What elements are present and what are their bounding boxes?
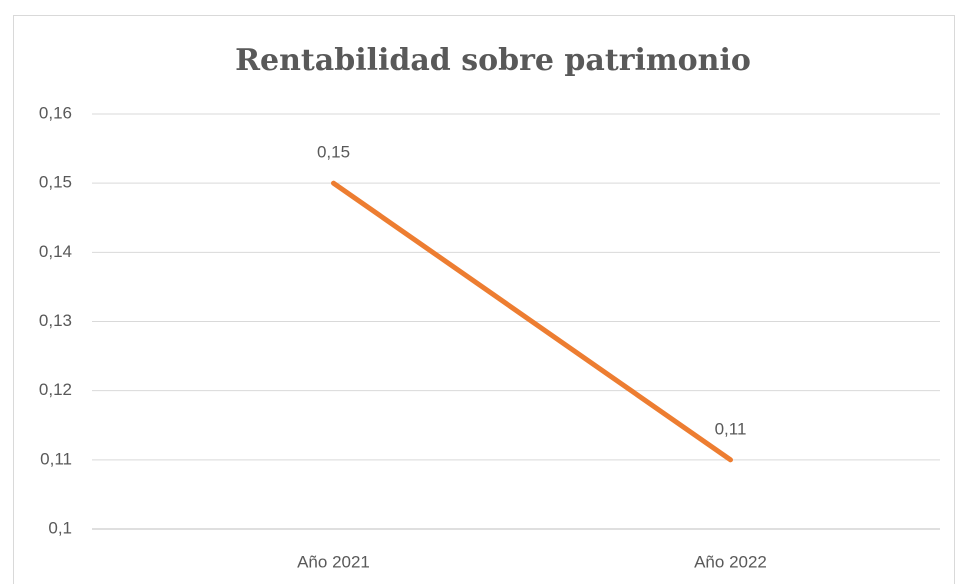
y-tick-label: 0,1 [48,518,72,537]
x-tick-label: Año 2022 [694,552,767,571]
chart-title: Rentabilidad sobre patrimonio [235,43,751,78]
data-label: 0,11 [715,419,747,438]
y-tick-label: 0,14 [39,242,72,261]
y-tick-label: 0,15 [39,173,72,192]
y-tick-label: 0,11 [40,449,72,468]
y-tick-label: 0,16 [39,103,72,122]
y-tick-label: 0,13 [39,311,72,330]
y-tick-label: 0,12 [39,380,72,399]
data-label: 0,15 [317,143,350,162]
chart-frame [13,15,955,584]
x-tick-label: Año 2021 [297,552,370,571]
data-line [331,180,733,463]
